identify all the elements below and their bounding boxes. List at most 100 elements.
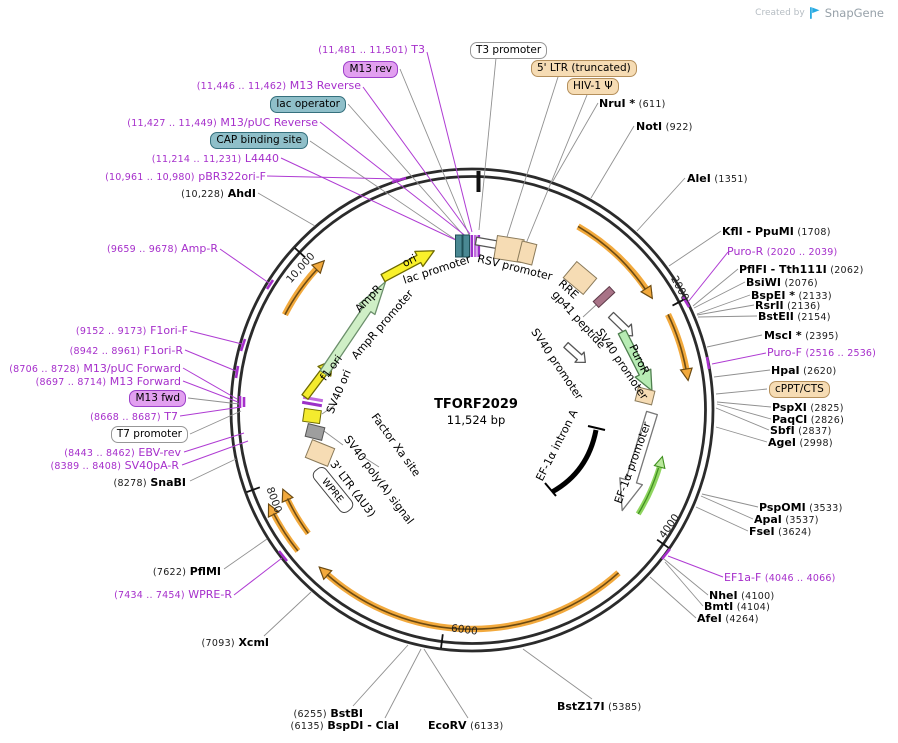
enzyme-label-ahdi[interactable]: (10,228) AhdI — [181, 187, 256, 200]
leader-line — [524, 94, 588, 247]
primer-label-f1ori-f[interactable]: (9152 .. 9173) F1ori-F — [75, 324, 188, 337]
rre-feature[interactable] — [562, 260, 598, 296]
m13-fwd-box-label[interactable]: M13 fwd — [129, 390, 186, 407]
leader-line — [189, 330, 243, 345]
primer-mark[interactable] — [660, 548, 672, 560]
orf-arrow[interactable] — [665, 312, 687, 376]
primer-site-bar[interactable] — [474, 235, 477, 257]
wpre-feature[interactable] — [311, 465, 355, 515]
enzyme-label-bspdi-clai[interactable]: (6135) BspDI - ClaI — [290, 719, 399, 732]
primer-label-wpre-r[interactable]: (7434 .. 7454) WPRE-R — [114, 588, 232, 601]
sv40-polya-feature[interactable] — [304, 423, 326, 441]
primer-mark[interactable] — [265, 279, 275, 290]
plasmid-backbone-ring — [229, 167, 715, 653]
primer-mark[interactable] — [277, 550, 289, 562]
leader-line — [478, 57, 497, 231]
m13-rev-box-label[interactable]: M13 rev — [343, 61, 398, 78]
enzyme-label-ecorv[interactable]: EcoRV (6133) — [428, 719, 504, 732]
orf-arrow-core — [272, 513, 299, 552]
enzyme-label-agei[interactable]: AgeI (2998) — [768, 436, 833, 449]
t7-promoter-box-label[interactable]: T7 promoter — [110, 426, 188, 443]
primer-label-l4440[interactable]: (11,214 .. 11,231) L4440 — [151, 152, 279, 165]
primer-label-f1ori-r[interactable]: (8942 .. 8961) F1ori-R — [69, 344, 183, 357]
primer-mark[interactable] — [705, 356, 711, 370]
primer-label-ef1a-f[interactable]: EF1a-F (4046 .. 4066) — [724, 571, 836, 584]
enzyme-label-pflmi[interactable]: (7622) PflMI — [152, 565, 221, 578]
leader-line — [183, 432, 245, 453]
leader-line — [361, 455, 380, 468]
enzyme-label-pspxi[interactable]: PspXI (2825) — [772, 401, 844, 414]
leader-line — [321, 404, 336, 415]
primer-mark[interactable] — [681, 296, 691, 308]
enzyme-label-msci[interactable]: MscI * (2395) — [764, 329, 839, 342]
t3-promoter-box-label[interactable]: T3 promoter — [470, 42, 548, 59]
primer-label-t3[interactable]: (11,481 .. 11,501) T3 — [318, 43, 425, 56]
lac-operator-feature[interactable] — [462, 234, 470, 258]
primer-site-bar[interactable] — [470, 235, 474, 257]
enzyme-label-alei[interactable]: AleI (1351) — [687, 172, 748, 185]
primer-label-sv40pa-r[interactable]: (8389 .. 8408) SV40pA-R — [50, 459, 179, 472]
hiv1-psi-box-label[interactable]: HIV-1 Ψ — [567, 78, 619, 95]
leader-line — [667, 555, 724, 578]
enzyme-label-pflfi-tth111i[interactable]: PflFI - Tth111I (2062) — [739, 263, 864, 276]
primer-mark[interactable] — [239, 338, 247, 352]
primer-label-m13-reverse[interactable]: (11,446 .. 11,462) M13 Reverse — [196, 79, 361, 92]
primer-label-puro-r[interactable]: Puro-R (2020 .. 2039) — [727, 245, 838, 258]
enzyme-label-fsei[interactable]: FseI (3624) — [749, 525, 812, 538]
ef1a-intron-feature[interactable] — [550, 429, 599, 495]
primer-site-bar[interactable] — [477, 235, 481, 257]
enzyme-label-snabi[interactable]: (8278) SnaBI — [113, 476, 186, 489]
primer-label-puro-f[interactable]: Puro-F (2516 .. 2536) — [767, 346, 877, 359]
primer-label-m13-forward[interactable]: (8697 .. 8714) M13 Forward — [35, 375, 181, 388]
enzyme-label-pspomi[interactable]: PspOMI (3533) — [759, 501, 843, 514]
enzyme-label-sbfi[interactable]: SbfI (2837) — [770, 424, 832, 437]
gp41-peptide-feature[interactable] — [592, 285, 616, 309]
enzyme-label-afei[interactable]: AfeI (4264) — [697, 612, 759, 625]
enzyme-label-bmti[interactable]: BmtI (4104) — [704, 600, 771, 613]
enzyme-label-bsteii[interactable]: BstEII (2154) — [758, 310, 831, 323]
primer-label-m13-puc-forward[interactable]: (8706 .. 8728) M13/pUC Forward — [9, 362, 181, 375]
enzyme-label-noti[interactable]: NotI (922) — [636, 120, 693, 133]
ori-label[interactable]: ori — [400, 252, 419, 270]
leader-line — [711, 352, 767, 365]
enzyme-label-apai[interactable]: ApaI (3537) — [754, 513, 819, 526]
sv40-promoter-label[interactable]: SV40 promoter — [528, 326, 585, 403]
hiv1-psi-feature[interactable] — [516, 240, 538, 266]
enzyme-label-xcmi[interactable]: (7093) XcmI — [201, 636, 269, 649]
enzyme-label-bstbi[interactable]: (6255) BstBI — [293, 707, 363, 720]
enzyme-label-paqci[interactable]: PaqCI (2826) — [772, 413, 845, 426]
sv40-promoter-feature[interactable] — [561, 339, 591, 368]
lac-operator-box-label[interactable]: lac operator — [270, 96, 346, 113]
enzyme-label-nrui[interactable]: NruI * (611) — [599, 97, 666, 110]
primer-mark[interactable] — [234, 365, 240, 379]
enzyme-label-kfli-ppumi[interactable]: KflI - PpuMI (1708) — [722, 225, 831, 238]
primer-label-t7[interactable]: (8668 .. 8687) T7 — [90, 410, 178, 423]
enzyme-label-bsiwi[interactable]: BsiWI (2076) — [746, 276, 818, 289]
watermark-brand: SnapGene — [824, 6, 884, 20]
watermark-prefix: Created by — [755, 8, 805, 18]
cap-binding-site-feature[interactable] — [455, 234, 463, 258]
leader-line — [309, 140, 460, 243]
leader-line — [693, 281, 746, 309]
leader-line — [257, 192, 316, 227]
enzyme-label-rsrii[interactable]: RsrII (2136) — [755, 299, 821, 312]
enzyme-label-bstz17i[interactable]: BstZ17I (5385) — [557, 700, 642, 713]
enzyme-label-bspei[interactable]: BspEI * (2133) — [751, 289, 832, 302]
cap-binding-box-label[interactable]: CAP binding site — [210, 132, 308, 149]
leader-line — [590, 125, 635, 199]
primer-label-ebv-rev[interactable]: (8443 .. 8462) EBV-rev — [64, 446, 181, 459]
leader-line — [182, 380, 239, 403]
ltr5-box-label[interactable]: 5' LTR (truncated) — [531, 60, 637, 77]
primer-site-bar[interactable] — [301, 400, 323, 408]
enzyme-label-hpai[interactable]: HpaI (2620) — [771, 364, 837, 377]
cppt-cts-feature[interactable] — [634, 386, 656, 406]
leader-line — [384, 648, 422, 719]
primer-label-m13-puc-reverse[interactable]: (11,427 .. 11,449) M13/pUC Reverse — [127, 116, 318, 129]
ltr3-feature[interactable] — [304, 439, 336, 467]
cppt-cts-box-label[interactable]: cPPT/CTS — [769, 381, 830, 398]
primer-label-amp-r[interactable]: (9659 .. 9678) Amp-R — [107, 242, 218, 255]
primer-label-pbr322ori-f[interactable]: (10,961 .. 10,980) pBR322ori-F — [105, 170, 266, 183]
enzyme-label-nhei[interactable]: NheI (4100) — [709, 589, 775, 602]
primer-mark[interactable] — [391, 176, 407, 184]
sv40-ori-feature[interactable] — [302, 407, 322, 425]
